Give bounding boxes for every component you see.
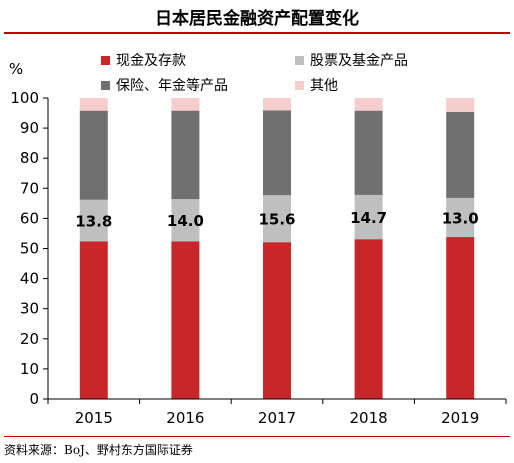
legend-label-4: 其他	[310, 78, 338, 94]
y-axis: 0 10 20 30 40 50 60 70 80 90 100	[10, 89, 49, 408]
y-tick-label: 60	[20, 209, 39, 227]
bar-segment-2016-s3	[171, 110, 200, 200]
bar-segment-2015-s4	[79, 98, 108, 111]
legend-swatch-2	[295, 56, 304, 65]
legend-swatch-3	[101, 81, 110, 90]
data-label-2017: 15.6	[258, 211, 295, 229]
bar-segment-2018-s3	[354, 110, 383, 195]
bar-segment-2017-s2	[263, 195, 291, 243]
chart-title: 日本居民金融资产配置变化	[155, 9, 359, 29]
legend-label-3: 保险、年金等产品	[116, 77, 228, 94]
y-tick-label: 80	[20, 149, 39, 167]
legend-label-2: 股票及基金产品	[310, 52, 408, 69]
x-tick-label-2018: 2018	[350, 409, 388, 427]
y-tick-label: 70	[20, 179, 39, 197]
source-divider	[4, 436, 510, 437]
bar-segment-2019-s4	[446, 98, 475, 112]
y-axis-unit-label: %	[9, 60, 23, 78]
data-label-2019: 13.0	[442, 209, 479, 227]
data-label-2018: 14.7	[350, 209, 387, 227]
x-axis: 2015 2016 2017 2018 2019	[47, 398, 507, 427]
bar-segment-2015-s3	[79, 110, 108, 200]
x-tick-label-2015: 2015	[75, 409, 113, 427]
bar-segment-2019-s1	[446, 237, 475, 399]
y-tick-label: 100	[10, 89, 39, 107]
source-note: 资料来源：BoJ、野村东方国际证券	[4, 443, 193, 457]
y-tick-label: 30	[20, 300, 39, 318]
title-divider	[4, 32, 510, 34]
y-tick-label: 50	[20, 240, 39, 258]
bar-segment-2019-s2	[446, 197, 475, 238]
bar-segment-2016-s1	[171, 241, 200, 399]
y-tick-label: 10	[20, 360, 39, 378]
legend-swatch-1	[101, 56, 110, 65]
bar-segment-2017-s3	[263, 110, 291, 196]
y-tick-label: 0	[29, 390, 39, 408]
y-tick-label: 90	[20, 119, 39, 137]
bar-segment-2016-s4	[171, 98, 200, 111]
bar-segment-2018-s1	[354, 239, 383, 399]
bar-segment-2017-s1	[263, 242, 291, 399]
data-label-2015: 13.8	[75, 213, 112, 231]
bar-segment-2018-s4	[354, 98, 383, 111]
bar-segment-2018-s2	[354, 194, 383, 240]
data-label-2016: 14.0	[167, 212, 204, 230]
legend-label-1: 现金及存款	[116, 53, 186, 69]
bar-segment-2019-s3	[446, 111, 475, 198]
x-tick-label-2017: 2017	[258, 409, 296, 427]
legend-swatch-4	[295, 81, 304, 90]
bar-segment-2015-s2	[79, 199, 108, 242]
bar-segment-2017-s4	[263, 98, 291, 111]
x-tick-label-2019: 2019	[441, 409, 479, 427]
bar-segment-2015-s1	[79, 241, 108, 399]
x-tick-label-2016: 2016	[166, 409, 204, 427]
y-tick-label: 40	[20, 270, 39, 288]
y-tick-label: 20	[20, 330, 39, 348]
bars: 13.8 14.0 15.6 14.7 13.0	[75, 98, 479, 399]
bar-segment-2016-s2	[171, 199, 200, 242]
